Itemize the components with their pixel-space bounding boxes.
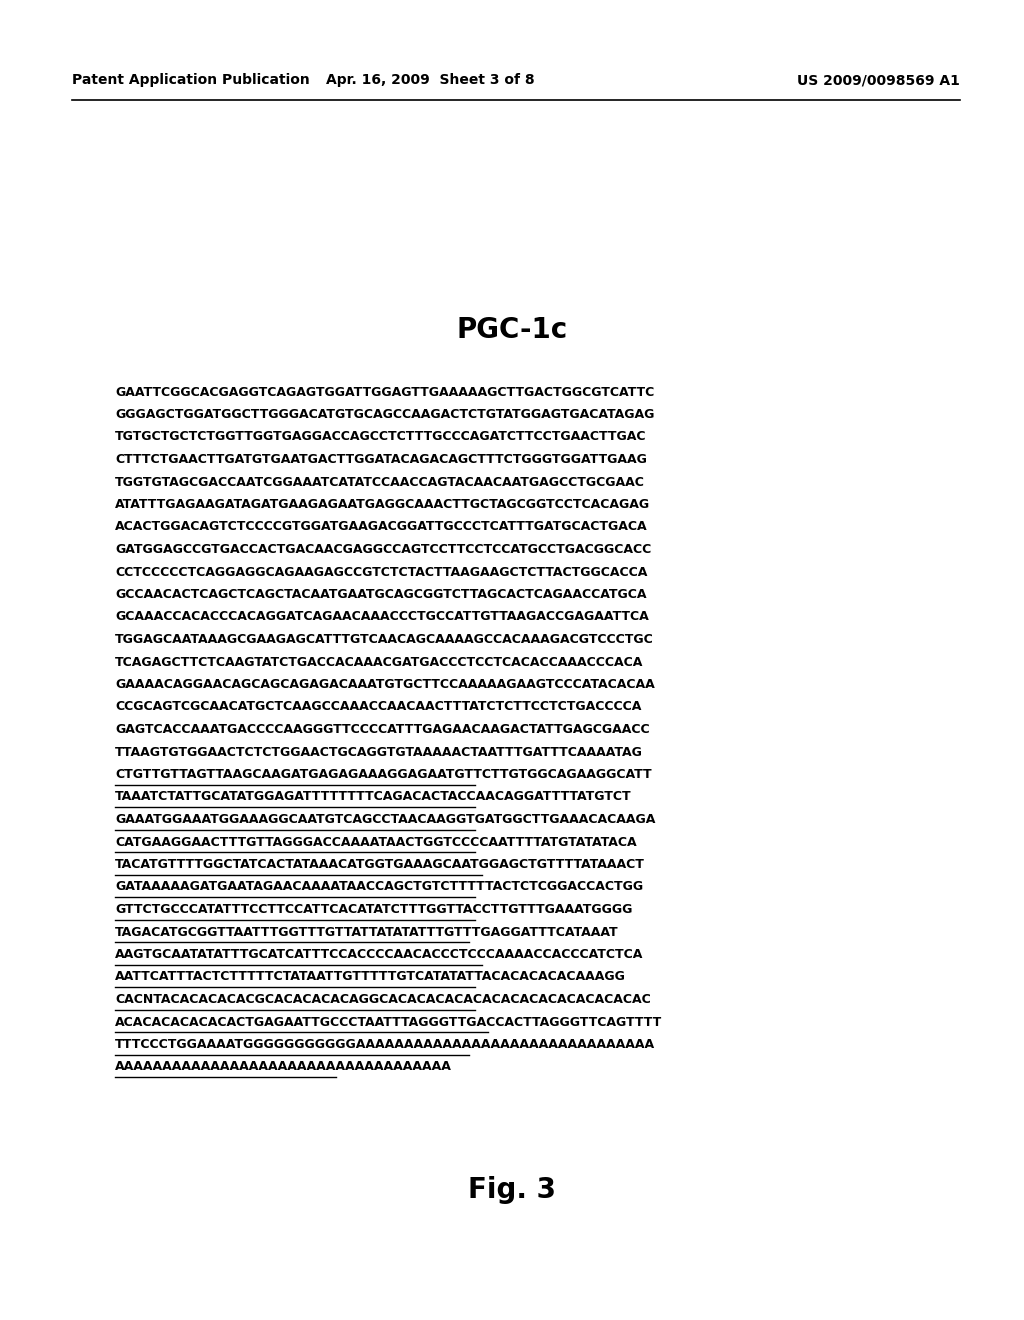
Text: AAAAAAAAAAAAAAAAAAAAAAAAAAAAAAAAAAA: AAAAAAAAAAAAAAAAAAAAAAAAAAAAAAAAAAA: [115, 1060, 452, 1073]
Text: US 2009/0098569 A1: US 2009/0098569 A1: [797, 73, 961, 87]
Text: CACNTACACACACACGCACACACACAGGCACACACACACACACACACACACACACAC: CACNTACACACACACGCACACACACAGGCACACACACACA…: [115, 993, 650, 1006]
Text: CCGCAGTCGCAACATGCTCAAGCCAAACCAACAACTTTATCTCTTCCTCTGACCCCA: CCGCAGTCGCAACATGCTCAAGCCAAACCAACAACTTTAT…: [115, 701, 641, 714]
Text: Apr. 16, 2009  Sheet 3 of 8: Apr. 16, 2009 Sheet 3 of 8: [326, 73, 535, 87]
Text: GATAAAAAGATGAATAGAACAAAATAACCAGCTGTCTTTTTACTCTCGGACCACTGG: GATAAAAAGATGAATAGAACAAAATAACCAGCTGTCTTTT…: [115, 880, 643, 894]
Text: GAATTCGGCACGAGGTCAGAGTGGATTGGAGTTGAAAAAGCTTGACTGGCGTCATTC: GAATTCGGCACGAGGTCAGAGTGGATTGGAGTTGAAAAAG…: [115, 385, 654, 399]
Text: TGGAGCAATAAAGCGAAGAGCATTTGTCAACAGCAAAAGCCACAAAGACGTCCCTGC: TGGAGCAATAAAGCGAAGAGCATTTGTCAACAGCAAAAGC…: [115, 634, 653, 645]
Text: GCCAACACTCAGCTCAGCTACAATGAATGCAGCGGTCTTAGCACTCAGAACCATGCA: GCCAACACTCAGCTCAGCTACAATGAATGCAGCGGTCTTA…: [115, 587, 646, 601]
Text: AATTCATTTACTCTTTTTCTATAATTGTTTTTGTCATATATTACACACACACAAAGG: AATTCATTTACTCTTTTTCTATAATTGTTTTTGTCATATA…: [115, 970, 626, 983]
Text: Fig. 3: Fig. 3: [468, 1176, 556, 1204]
Text: TAAATCTATTGCATATGGAGATTTTTTTTCAGACACTACCAACAGGATTTTATGTCT: TAAATCTATTGCATATGGAGATTTTTTTTCAGACACTACC…: [115, 791, 632, 804]
Text: ACACTGGACAGTCTCCCCGTGGATGAAGACGGATTGCCCTCATTTGATGCACTGACA: ACACTGGACAGTCTCCCCGTGGATGAAGACGGATTGCCCT…: [115, 520, 647, 533]
Text: ATATTTGAGAAGATAGATGAAGAGAATGAGGCAAACTTGCTAGCGGTCCTCACAGAG: ATATTTGAGAAGATAGATGAAGAGAATGAGGCAAACTTGC…: [115, 498, 650, 511]
Text: TGTGCTGCTCTGGTTGGTGAGGACCAGCCTCTTTGCCCAGATCTTCCTGAACTTGAC: TGTGCTGCTCTGGTTGGTGAGGACCAGCCTCTTTGCCCAG…: [115, 430, 646, 444]
Text: TGGTGTAGCGACCAATCGGAAATCATATCCAACCAGTACAACAATGAGCCTGCGAAC: TGGTGTAGCGACCAATCGGAAATCATATCCAACCAGTACA…: [115, 475, 645, 488]
Text: CTTTCTGAACTTGATGTGAATGACTTGGATACAGACAGCTTTCTGGGTGGATTGAAG: CTTTCTGAACTTGATGTGAATGACTTGGATACAGACAGCT…: [115, 453, 647, 466]
Text: CTGTTGTTAGTTAAGCAAGATGAGAGAAAGGAGAATGTTCTTGTGGCAGAAGGCATT: CTGTTGTTAGTTAAGCAAGATGAGAGAAAGGAGAATGTTC…: [115, 768, 651, 781]
Text: TCAGAGCTTCTCAAGTATCTGACCACAAACGATGACCCTCCTCACACCAAACCCACA: TCAGAGCTTCTCAAGTATCTGACCACAAACGATGACCCTC…: [115, 656, 643, 668]
Text: GATGGAGCCGTGACCACTGACAACGAGGCCAGTCCTTCCTCCATGCCTGACGGCACC: GATGGAGCCGTGACCACTGACAACGAGGCCAGTCCTTCCT…: [115, 543, 651, 556]
Text: PGC-1c: PGC-1c: [457, 315, 567, 345]
Text: ACACACACACACACTGAGAATTGCCCTAATTTAGGGTTGACCACTTAGGGTTCAGTTTT: ACACACACACACACTGAGAATTGCCCTAATTTAGGGTTGA…: [115, 1015, 663, 1028]
Text: AAGTGCAATATATTTGCATCATTTCCACCCCAACACCCTCCCAAAACCACCCATCTCA: AAGTGCAATATATTTGCATCATTTCCACCCCAACACCCTC…: [115, 948, 643, 961]
Text: TAGACATGCGGTTAATTTGGTTTGTTATTATATATTTGTTTGAGGATTTCATAAAT: TAGACATGCGGTTAATTTGGTTTGTTATTATATATTTGTT…: [115, 925, 618, 939]
Text: CATGAAGGAACTTTGTTAGGGACCAAAATAACTGGTCCCCAATTTTATGTATATACA: CATGAAGGAACTTTGTTAGGGACCAAAATAACTGGTCCCC…: [115, 836, 637, 849]
Text: TTTCCCTGGAAAATGGGGGGGGGGGAAAAAAAAAAAAAAAAAAAAAAAAAAAAAAA: TTTCCCTGGAAAATGGGGGGGGGGGAAAAAAAAAAAAAAA…: [115, 1038, 655, 1051]
Text: GTTCTGCCCATATTTCCTTCCATTCACATATCTTTGGTTACCTTGTTTGAAATGGGG: GTTCTGCCCATATTTCCTTCCATTCACATATCTTTGGTTA…: [115, 903, 633, 916]
Text: GAGTCACCAAATGACCCCAAGGGTTCCCCATTTGAGAACAAGACTATTGAGCGAACC: GAGTCACCAAATGACCCCAAGGGTTCCCCATTTGAGAACA…: [115, 723, 649, 737]
Text: GAAAACAGGAACAGCAGCAGAGACAAATGTGCTTCCAAAAAGAAGTCCCATACACAA: GAAAACAGGAACAGCAGCAGAGACAAATGTGCTTCCAAAA…: [115, 678, 654, 690]
Text: GAAATGGAAATGGAAAGGCAATGTCAGCCTAACAAGGTGATGGCTTGAAACACAAGA: GAAATGGAAATGGAAAGGCAATGTCAGCCTAACAAGGTGA…: [115, 813, 655, 826]
Text: TACATGTTTTGGCTATCACTATAAACATGGTGAAAGCAATGGAGCTGTTTTATAAACT: TACATGTTTTGGCTATCACTATAAACATGGTGAAAGCAAT…: [115, 858, 645, 871]
Text: GCAAACCACACCCACAGGATCAGAACAAACCCTGCCATTGTTAAGACCGAGAATTCA: GCAAACCACACCCACAGGATCAGAACAAACCCTGCCATTG…: [115, 610, 649, 623]
Text: TTAAGTGTGGAACTCTCTGGAACTGCAGGTGTAAAAACTAATTTGATTTCAAAATAG: TTAAGTGTGGAACTCTCTGGAACTGCAGGTGTAAAAACTA…: [115, 746, 643, 759]
Text: CCTCCCCCTCAGGAGGCAGAAGAGCCGTCTCTACTTAAGAAGCTCTTACTGGCACCA: CCTCCCCCTCAGGAGGCAGAAGAGCCGTCTCTACTTAAGA…: [115, 565, 647, 578]
Text: Patent Application Publication: Patent Application Publication: [72, 73, 309, 87]
Text: GGGAGCTGGATGGCTTGGGACATGTGCAGCCAAGACTCTGTATGGAGTGACATAGAG: GGGAGCTGGATGGCTTGGGACATGTGCAGCCAAGACTCTG…: [115, 408, 654, 421]
